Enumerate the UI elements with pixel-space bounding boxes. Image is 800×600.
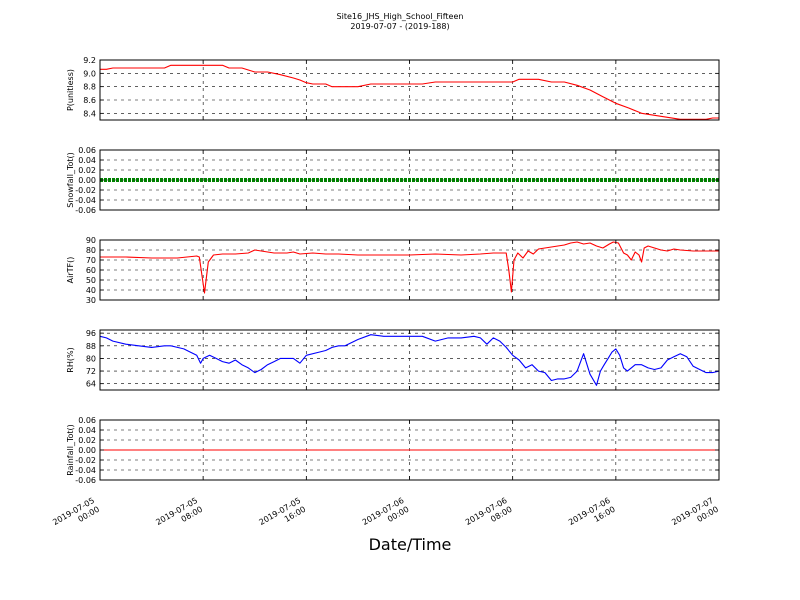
- y-axis-label-0: P(unitless): [66, 69, 75, 111]
- x-tick-label-6: 2019-07-0700:00: [670, 496, 720, 536]
- x-tick-label-2: 2019-07-0516:00: [258, 496, 308, 536]
- y-axis-label-3: RH(%): [66, 347, 75, 372]
- series-line-2-0: [100, 241, 719, 294]
- y-tick-label-1-6: 0.06: [78, 146, 96, 155]
- y-tick-label-3-0: 64: [86, 380, 96, 389]
- y-tick-label-2-6: 90: [86, 236, 96, 245]
- panel-0: 8.4 8.6 8.8 9.0 9.2 P(unitless): [66, 56, 720, 121]
- y-tick-label-3-1: 72: [86, 367, 96, 376]
- y-tick-label-0-2: 8.8: [83, 83, 96, 92]
- series-line-3-0: [99, 334, 720, 386]
- y-tick-label-4-3: 0.00: [78, 446, 96, 455]
- y-axis-label-2: AirTF(): [66, 257, 75, 284]
- y-tick-label-4-1: -0.04: [75, 466, 96, 475]
- x-tick-label-3: 2019-07-0600:00: [361, 496, 411, 536]
- panel-3: 64 72 80 88 96 RH(%): [66, 329, 720, 391]
- y-tick-label-2-3: 60: [86, 266, 96, 275]
- y-tick-label-2-1: 40: [86, 286, 96, 295]
- x-tick-label-0: 2019-07-0500:00: [51, 496, 101, 536]
- y-tick-label-4-6: 0.06: [78, 416, 96, 425]
- y-tick-label-0-3: 9.0: [83, 69, 96, 78]
- y-tick-label-2-4: 70: [86, 256, 96, 265]
- x-tick-label-5: 2019-07-0616:00: [567, 496, 617, 536]
- y-tick-label-0-0: 8.4: [83, 109, 96, 118]
- x-axis-label: Date/Time: [369, 535, 452, 554]
- y-tick-label-1-4: 0.02: [78, 166, 96, 175]
- y-tick-label-1-3: 0.00: [78, 176, 96, 185]
- x-tick-label-1: 2019-07-0508:00: [154, 496, 204, 536]
- x-tick-label-4: 2019-07-0608:00: [464, 496, 514, 536]
- series-line-0-0: [100, 64, 719, 120]
- y-tick-label-0-1: 8.6: [83, 96, 96, 105]
- panel-1: -0.06-0.04-0.020.000.020.040.06Snowfall_…: [66, 146, 720, 215]
- y-tick-label-4-2: -0.02: [75, 456, 96, 465]
- y-tick-label-3-3: 88: [86, 342, 96, 351]
- y-tick-label-4-0: -0.06: [75, 476, 96, 485]
- y-tick-label-4-5: 0.04: [78, 426, 96, 435]
- y-tick-label-3-4: 96: [86, 329, 96, 338]
- chart-title-line2: 2019-07-07 - (2019-188): [350, 22, 449, 31]
- y-tick-label-3-2: 80: [86, 354, 96, 363]
- chart-title-line1: Site16_JHS_High_School_Fifteen: [337, 12, 464, 21]
- panels: 8.48.68.89.09.2P(unitless)-0.06-0.04-0.0…: [66, 56, 720, 485]
- y-tick-label-1-5: 0.04: [78, 156, 96, 165]
- y-tick-label-1-2: -0.02: [75, 186, 96, 195]
- y-tick-label-2-2: 50: [86, 276, 96, 285]
- y-tick-label-0-4: 9.2: [83, 56, 96, 65]
- y-tick-label-2-5: 80: [86, 246, 96, 255]
- y-tick-label-2-0: 30: [86, 296, 96, 305]
- y-tick-label-1-1: -0.04: [75, 196, 96, 205]
- panel-4: -0.06-0.04-0.020.000.020.040.06Rainfall_…: [66, 416, 720, 485]
- y-axis-label-4: Rainfall_Tot(): [66, 424, 75, 476]
- y-tick-label-1-0: -0.06: [75, 206, 96, 215]
- y-axis-label-1: Snowfall_Tot(): [66, 152, 75, 208]
- y-tick-label-4-4: 0.02: [78, 436, 96, 445]
- x-tick-labels: 2019-07-0500:00 2019-07-0508:00 2019-07-05…: [51, 496, 720, 536]
